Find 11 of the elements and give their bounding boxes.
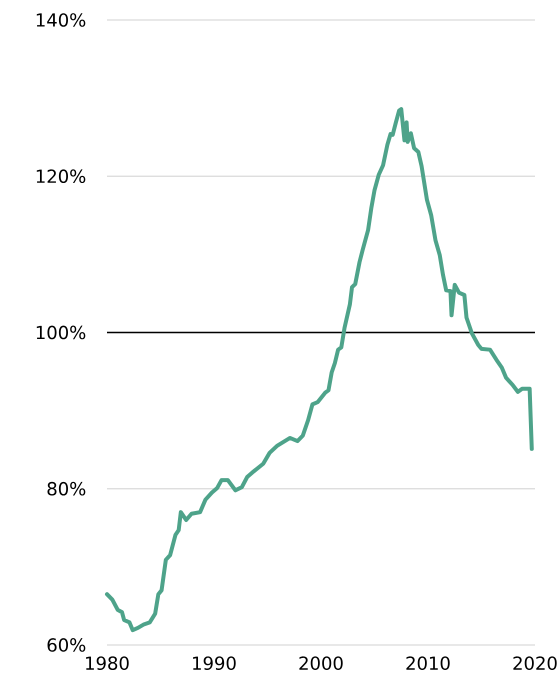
x-tick-label: 1980 — [86, 656, 129, 670]
y-tick-label: 100% — [36, 326, 86, 340]
x-tick-label: 2010 — [406, 656, 450, 670]
x-tick-label: 1990 — [193, 656, 236, 670]
x-tick-label: 2000 — [299, 656, 343, 670]
line-series — [104, 107, 534, 632]
y-tick-label: 120% — [36, 169, 86, 184]
y-tick-label: 60% — [48, 638, 86, 652]
x-tick-label: 2020 — [513, 656, 557, 670]
y-tick-label: 80% — [47, 482, 86, 496]
y-tick-label: 140% — [36, 13, 86, 27]
